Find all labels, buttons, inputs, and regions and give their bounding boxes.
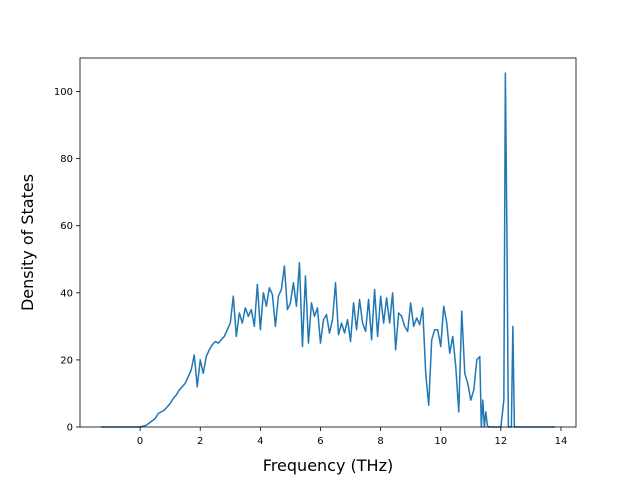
x-tick-label: 2: [197, 436, 203, 447]
series-line-0: [101, 72, 555, 428]
y-tick-label: 40: [60, 288, 73, 299]
x-axis-label: Frequency (THz): [263, 456, 393, 475]
x-tick-label: 4: [257, 436, 263, 447]
y-tick-label: 0: [67, 423, 73, 434]
chart-marks: [101, 72, 555, 428]
x-axis-ticks: 0 2 4 6 8 10 12 14: [137, 427, 567, 447]
plot-area: [80, 58, 576, 427]
y-tick-label: 80: [60, 154, 73, 165]
axes-frame: [79, 57, 577, 428]
y-axis-ticks: 0 20 40 60 80 100: [54, 87, 80, 434]
x-tick-label: 10: [434, 436, 447, 447]
x-tick-label: 6: [317, 436, 323, 447]
x-tick-label: 14: [555, 436, 568, 447]
x-tick-label: 8: [377, 436, 383, 447]
y-tick-label: 20: [60, 355, 73, 366]
y-tick-label: 100: [54, 87, 73, 98]
x-tick-label: 0: [137, 436, 143, 447]
x-tick-label: 12: [494, 436, 507, 447]
y-tick-label: 60: [60, 221, 73, 232]
y-axis-label: Density of States: [18, 174, 37, 311]
